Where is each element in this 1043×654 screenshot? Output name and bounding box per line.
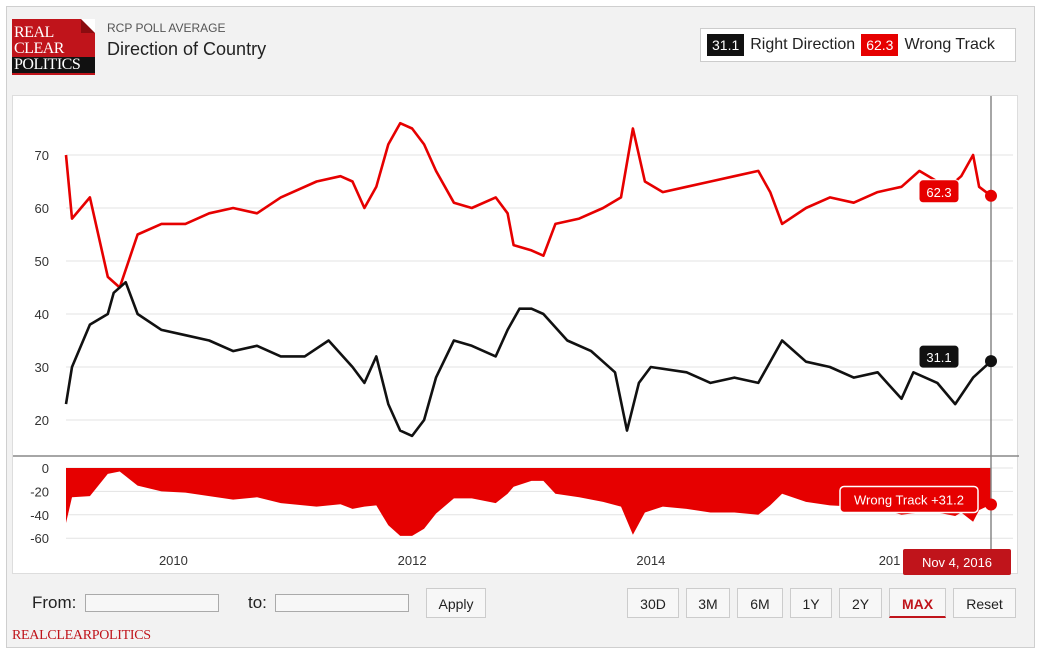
spread-value-tooltip-label: Wrong Track +31.2 bbox=[854, 493, 964, 508]
crosshair-date-badge bbox=[903, 549, 1011, 575]
crosshair-date-label: Nov 4, 2016 bbox=[922, 555, 992, 570]
x-tick-label: 2012 bbox=[398, 553, 427, 568]
series-value-tooltip-label: 31.1 bbox=[926, 350, 951, 365]
legend-label-right-direction[interactable]: Right Direction bbox=[750, 36, 856, 53]
spread-end-marker bbox=[985, 498, 997, 511]
spread-y-tick-label: -40 bbox=[30, 508, 49, 523]
page-title: Direction of Country bbox=[107, 39, 267, 59]
series-end-marker bbox=[985, 189, 997, 202]
series-value-tooltip-label: 62.3 bbox=[926, 185, 951, 200]
logo-line-3: POLITICS bbox=[12, 57, 95, 73]
x-tick-label: 201 bbox=[879, 553, 901, 568]
to-date-input[interactable] bbox=[275, 594, 409, 612]
legend-value-wrong-track: 62.3 bbox=[861, 34, 899, 56]
series-line-wrong-track bbox=[64, 121, 992, 289]
spread-area bbox=[66, 468, 991, 536]
apply-button[interactable]: Apply bbox=[426, 588, 486, 618]
y-tick-label: 70 bbox=[35, 148, 49, 163]
range-1y-button[interactable]: 1Y bbox=[790, 588, 832, 618]
y-tick-label: 40 bbox=[35, 307, 49, 322]
series-end-marker bbox=[985, 355, 997, 368]
x-tick-label: 2014 bbox=[636, 553, 665, 568]
legend-label-wrong-track[interactable]: Wrong Track bbox=[904, 36, 995, 53]
legend: 31.1 Right Direction 62.3 Wrong Track bbox=[700, 28, 1016, 62]
logo-line-1: REAL bbox=[14, 24, 54, 41]
poll-average-label: RCP POLL AVERAGE bbox=[107, 21, 226, 35]
series-line-right-direction bbox=[64, 280, 992, 438]
y-tick-label: 20 bbox=[35, 413, 49, 428]
series-value-tooltip bbox=[918, 179, 960, 204]
spread-y-tick-label: 0 bbox=[42, 461, 49, 476]
rcp-logo[interactable]: REAL CLEAR POLITICS bbox=[12, 19, 95, 75]
logo-line-2: CLEAR bbox=[14, 40, 64, 57]
y-tick-label: 30 bbox=[35, 360, 49, 375]
footer-brand[interactable]: REALCLEARPOLITICS bbox=[12, 628, 151, 643]
plot-area[interactable]: 20 30 40 50 60 70 0 -20 -40 -60 62.3 31.1 Wrong Trac… bbox=[12, 95, 1019, 575]
range-controls: From: to: Apply 30D 3M 6M 1Y 2Y MAX Rese… bbox=[12, 579, 1018, 619]
x-tick-label: 2010 bbox=[159, 553, 188, 568]
from-date-input[interactable] bbox=[85, 594, 219, 612]
range-max-button[interactable]: MAX bbox=[889, 588, 946, 618]
y-tick-label: 50 bbox=[35, 254, 49, 269]
range-6m-button[interactable]: 6M bbox=[737, 588, 783, 618]
range-3m-button[interactable]: 3M bbox=[686, 588, 730, 618]
to-label: to: bbox=[248, 593, 267, 612]
y-tick-label: 60 bbox=[35, 201, 49, 216]
spread-value-tooltip bbox=[839, 485, 979, 514]
direction-chart[interactable]: 20 30 40 50 60 70 0 -20 -40 -60 62.3 31.1 Wrong Trac… bbox=[13, 96, 1019, 575]
reset-button[interactable]: Reset bbox=[953, 588, 1016, 618]
logo-fold-icon bbox=[81, 19, 95, 33]
range-30d-button[interactable]: 30D bbox=[627, 588, 679, 618]
range-2y-button[interactable]: 2Y bbox=[839, 588, 882, 618]
spread-y-tick-label: -20 bbox=[30, 484, 49, 499]
spread-y-tick-label: -60 bbox=[30, 531, 49, 546]
from-label: From: bbox=[32, 593, 77, 612]
legend-value-right-direction: 31.1 bbox=[707, 34, 745, 56]
series-value-tooltip bbox=[918, 344, 960, 369]
